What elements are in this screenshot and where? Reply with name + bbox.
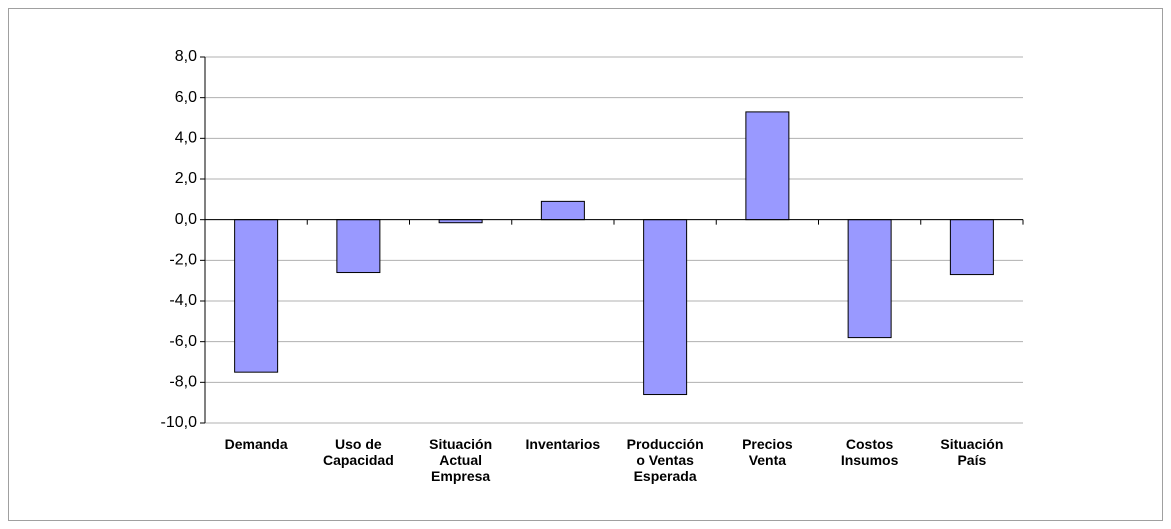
bar xyxy=(234,219,279,373)
y-tick-label: 0,0 xyxy=(175,211,197,228)
bar xyxy=(949,219,994,276)
x-tick-label: Producción o Ventas Esperada xyxy=(626,436,704,484)
x-tick-label: Costos Insumos xyxy=(840,436,899,468)
x-tick-label: Inventarios xyxy=(525,436,601,452)
y-tick-label: 4,0 xyxy=(175,130,197,147)
y-tick-label: 2,0 xyxy=(175,170,197,187)
y-tick-label: -4,0 xyxy=(169,292,197,309)
bar xyxy=(336,219,381,274)
bar xyxy=(643,219,688,396)
x-tick-label: Situación País xyxy=(940,436,1004,468)
y-tick-label: 8,0 xyxy=(175,48,197,65)
y-tick-label: -6,0 xyxy=(169,333,197,350)
x-tick-label: Situación Actual Empresa xyxy=(429,436,493,484)
y-tick-label: -10,0 xyxy=(161,414,198,431)
y-tick-label: -2,0 xyxy=(169,252,197,269)
x-tick-label: Precios Venta xyxy=(742,436,793,468)
y-tick-label: -8,0 xyxy=(169,374,197,391)
bar xyxy=(847,219,892,339)
x-tick-label: Uso de Capacidad xyxy=(322,436,394,468)
y-tick-label: 6,0 xyxy=(175,89,197,106)
bar xyxy=(540,200,585,221)
bar xyxy=(745,111,790,221)
x-tick-label: Demanda xyxy=(224,436,288,452)
